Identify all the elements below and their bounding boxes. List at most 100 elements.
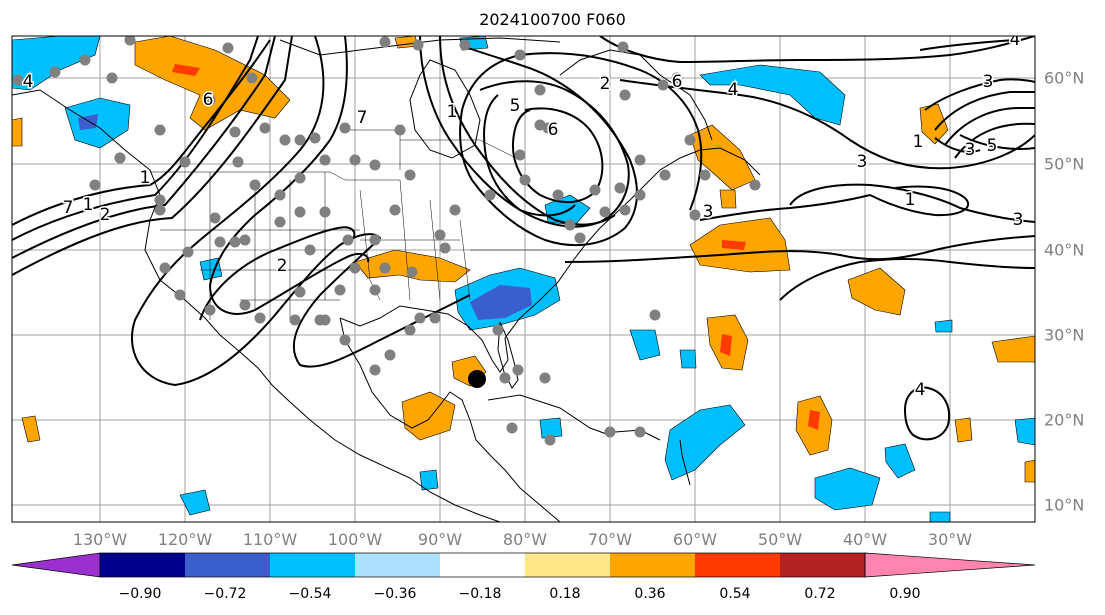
- station-dot: [534, 84, 546, 96]
- station-dot: [389, 204, 401, 216]
- station-dot: [439, 242, 451, 254]
- map-title: 2024100700 F060: [479, 10, 626, 29]
- station-dot: [552, 189, 564, 201]
- station-dot: [49, 66, 61, 78]
- contour-lines: [12, 36, 1035, 441]
- station-dot: [106, 72, 118, 84]
- lon-label: 110°W: [242, 530, 298, 549]
- contour-label: 4: [728, 80, 739, 100]
- station-dot: [394, 124, 406, 136]
- colorbar-bin: [525, 553, 610, 577]
- station-dot: [369, 284, 381, 296]
- station-dot: [274, 189, 286, 201]
- station-dot: [259, 122, 271, 134]
- contour-label: 1: [905, 190, 916, 210]
- lon-label: 60°W: [672, 530, 718, 549]
- station-dot: [232, 156, 244, 168]
- shade-blue-11: [679, 349, 697, 369]
- shade-blue-2: [64, 97, 131, 149]
- lon-label: 100°W: [327, 530, 383, 549]
- station-dot: [179, 156, 191, 168]
- station-dot: [634, 189, 646, 201]
- shade-blue-14: [539, 417, 563, 439]
- station-dot: [684, 134, 696, 146]
- contour-label: 1: [140, 168, 151, 188]
- station-dot: [519, 174, 531, 186]
- station-dot: [334, 284, 346, 296]
- station-dot: [319, 314, 331, 326]
- contour-label: 2: [100, 205, 111, 225]
- station-dot: [449, 204, 461, 216]
- lat-label: 20°N: [1044, 410, 1085, 430]
- station-dot: [349, 262, 361, 274]
- station-dot: [499, 372, 511, 384]
- lon-label: 40°W: [842, 530, 888, 549]
- station-dot: [649, 309, 661, 321]
- station-dot: [406, 266, 418, 278]
- station-dot: [619, 204, 631, 216]
- contour-label: 2: [277, 256, 288, 276]
- colorbar-bin: [780, 553, 865, 577]
- colorbar-bin: [185, 553, 270, 577]
- colorbar-tick-label: −0.90: [118, 586, 162, 602]
- positive-shading: [12, 36, 1035, 483]
- shade-blue-16: [929, 511, 951, 522]
- contour-label: 3: [1013, 210, 1024, 230]
- station-dot: [349, 154, 361, 166]
- coastline-labrador: [559, 49, 713, 141]
- coastline-antilles: [679, 439, 691, 486]
- colorbar-tick-label: 0.18: [549, 586, 581, 602]
- shade-red-2: [722, 240, 746, 250]
- station-dot: [689, 209, 701, 221]
- contour-label: 1: [83, 195, 94, 215]
- shade-red-1: [172, 64, 200, 76]
- contour-label: 3: [703, 202, 714, 222]
- lon-label: 30°W: [927, 530, 973, 549]
- shade-red-4: [808, 410, 820, 430]
- station-dot: [214, 236, 226, 248]
- lon-label: 70°W: [587, 530, 633, 549]
- station-dot: [294, 172, 306, 184]
- shade-blue-9: [179, 489, 211, 516]
- station-dot: [429, 312, 441, 324]
- station-dot: [634, 426, 646, 438]
- shade-blue-8: [884, 443, 916, 479]
- shade-orange-2: [354, 249, 471, 283]
- station-dot: [564, 219, 576, 231]
- colorbar-bin: [270, 553, 355, 577]
- shade-blue-5: [699, 64, 846, 126]
- station-dot: [294, 286, 306, 298]
- shade-orange-9: [401, 391, 456, 441]
- station-dot: [617, 41, 629, 53]
- lat-label: 10°N: [1044, 495, 1085, 515]
- lon-label: 90°W: [417, 530, 463, 549]
- station-dot: [246, 72, 258, 84]
- colorbar-tick-label: 0.54: [719, 586, 751, 602]
- contour-label: 4: [1010, 30, 1021, 50]
- station-dot: [274, 216, 286, 228]
- coastline-hudson: [409, 59, 481, 159]
- station-dot: [294, 206, 306, 218]
- station-dot: [539, 372, 551, 384]
- contour-label: 4: [23, 72, 34, 92]
- colorbar-tick-label: 0.90: [889, 586, 921, 602]
- shade-orange-6: [919, 103, 949, 145]
- station-dot: [574, 232, 586, 244]
- colorbar-extend-right: [864, 552, 1036, 578]
- contour-label: 6: [672, 72, 683, 92]
- contour-label: 6: [203, 90, 214, 110]
- shade-blue-10: [629, 329, 661, 361]
- shade-blue-7: [814, 467, 881, 511]
- shade-orange-11: [991, 335, 1035, 363]
- station-dot: [159, 262, 171, 274]
- station-dot: [222, 42, 234, 54]
- station-dot: [89, 179, 101, 191]
- station-dot: [339, 122, 351, 134]
- station-dot: [209, 212, 221, 224]
- coastline-cuba: [487, 394, 613, 437]
- colorbar-tick-label: −0.18: [458, 586, 502, 602]
- station-dot: [369, 364, 381, 376]
- shade-orange-14: [12, 117, 23, 147]
- lon-label: 50°W: [757, 530, 803, 549]
